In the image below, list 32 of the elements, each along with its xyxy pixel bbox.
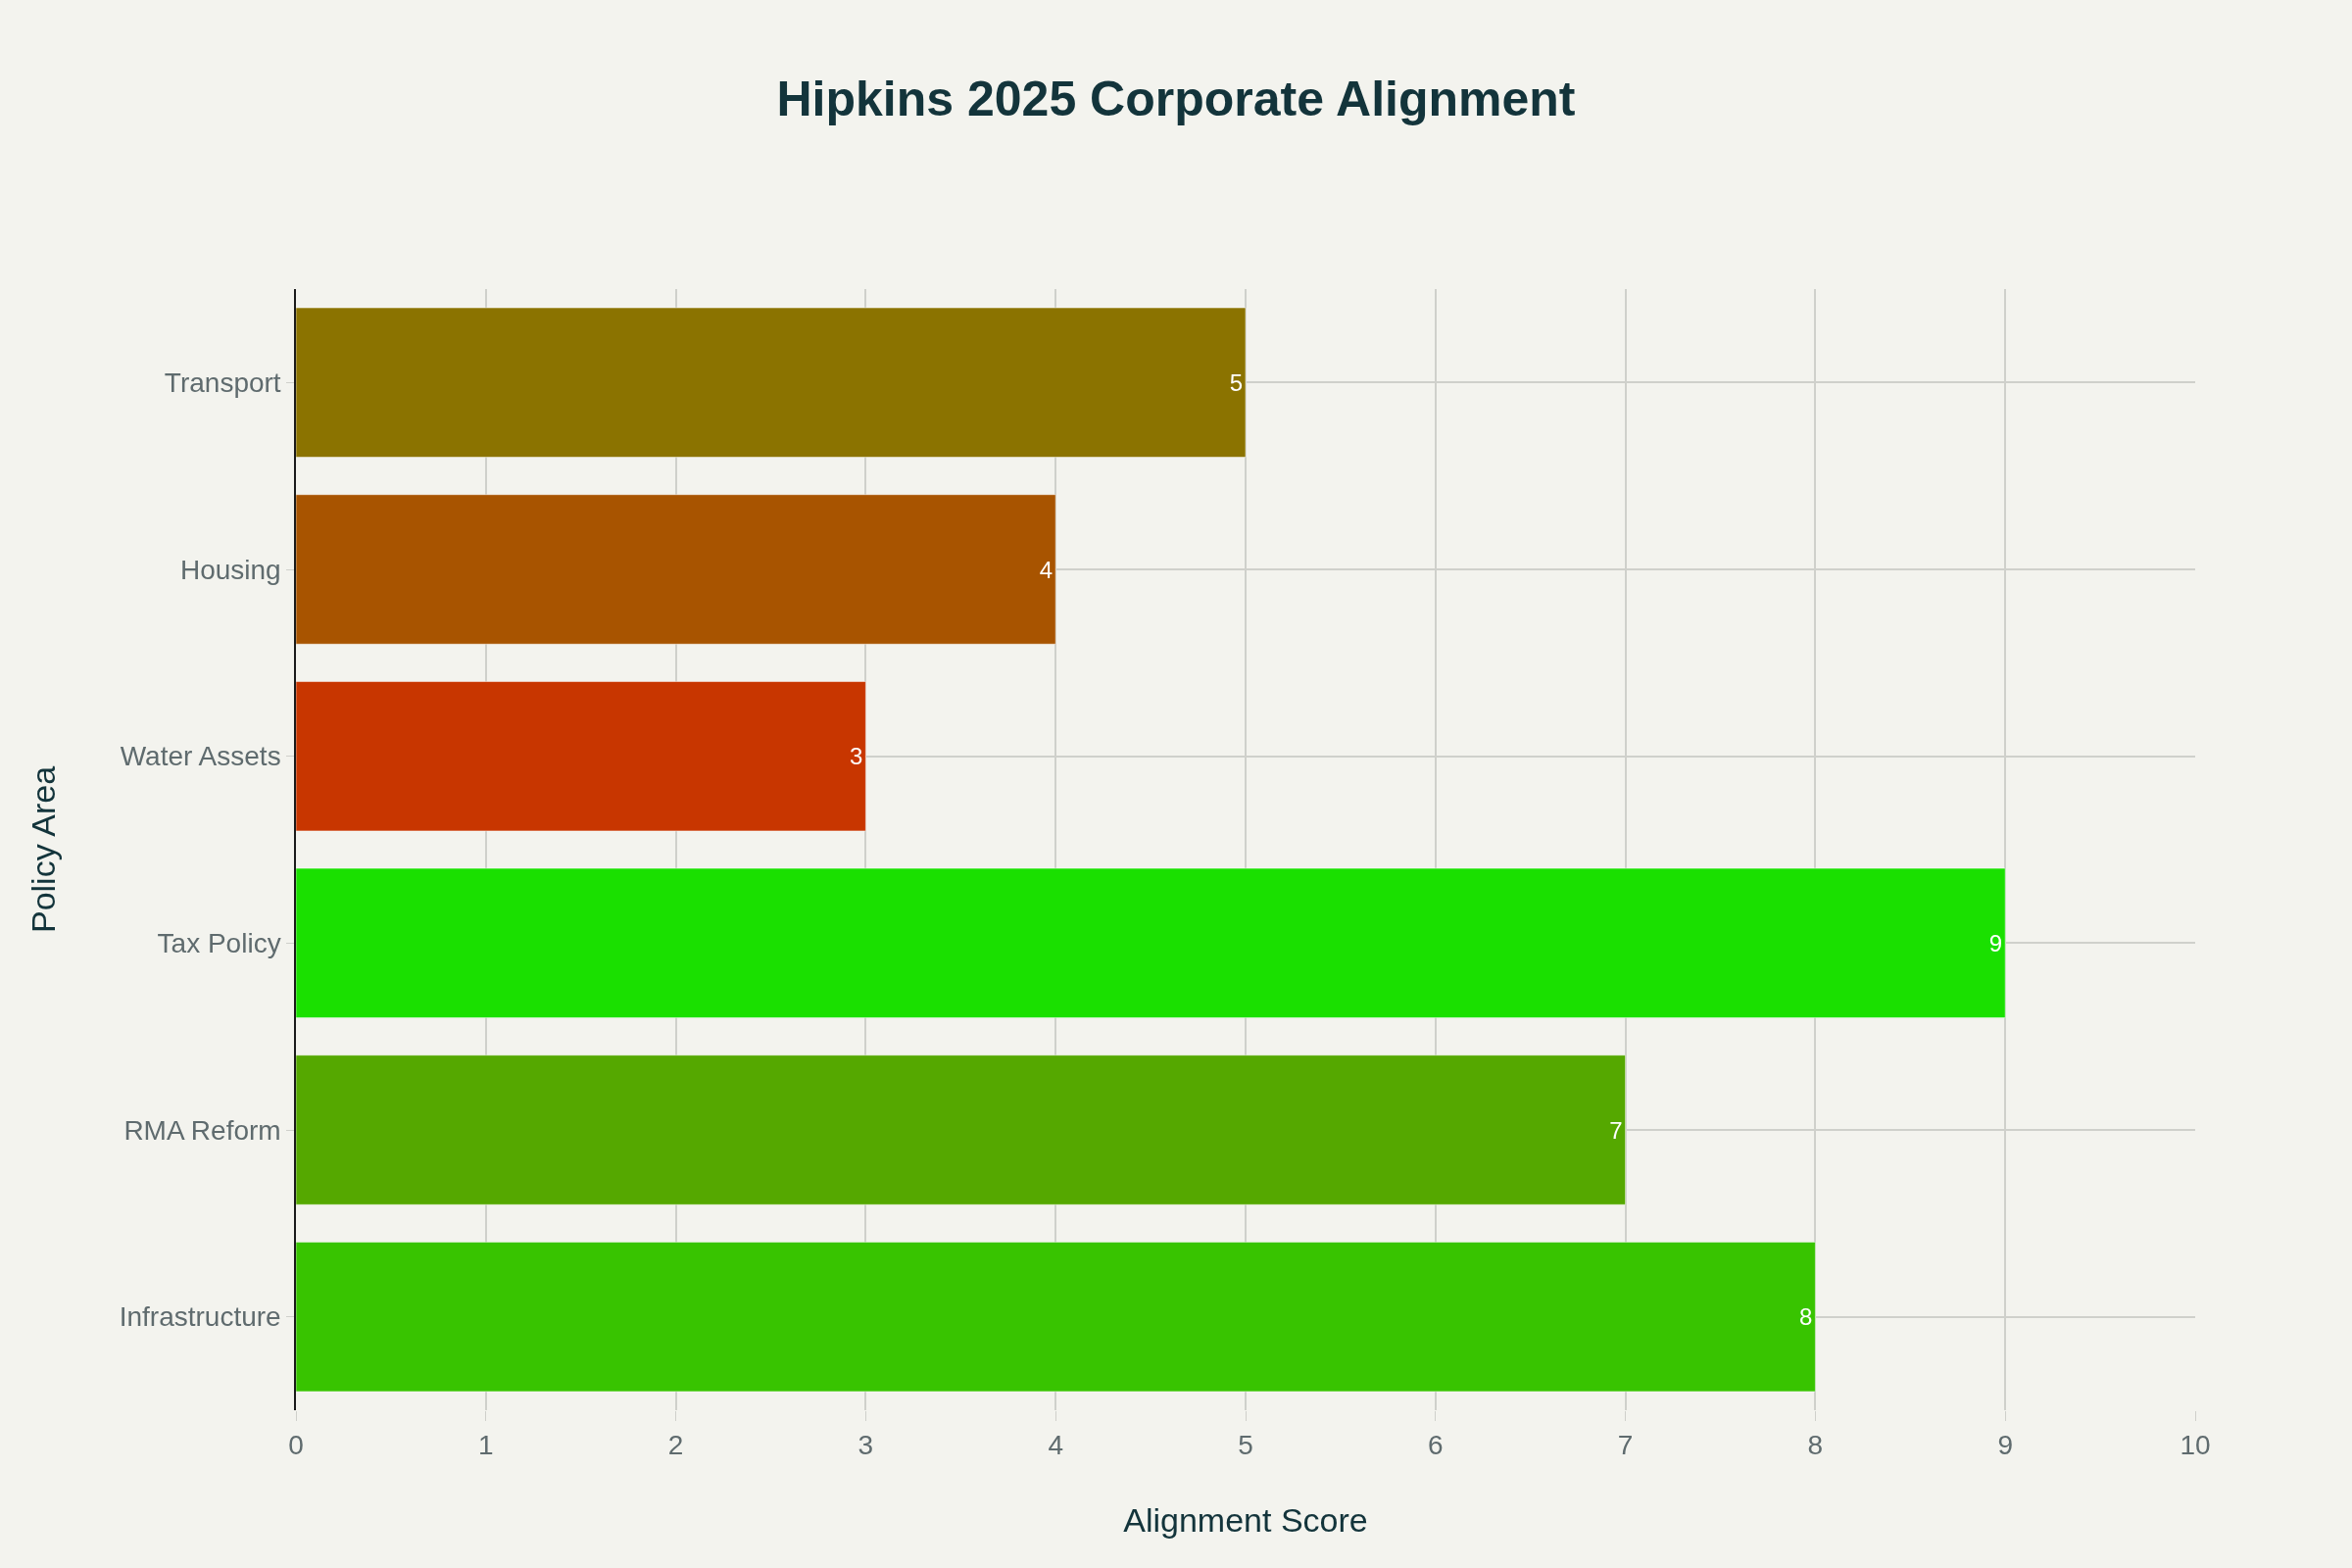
y-tick-label: Housing xyxy=(179,554,281,585)
x-tick-label: 4 xyxy=(1048,1429,1063,1460)
bar xyxy=(296,307,1247,459)
y-tick-label: Water Assets xyxy=(120,741,281,772)
y-tick-label: Tax Policy xyxy=(157,928,281,959)
data-label: 9 xyxy=(1988,929,2003,956)
x-tick-label: 2 xyxy=(667,1429,684,1460)
x-tick-label: 8 xyxy=(1807,1429,1824,1460)
bar xyxy=(296,494,1056,645)
y-tick-label: Infrastructure xyxy=(119,1301,281,1333)
data-label: 3 xyxy=(850,743,863,770)
bar xyxy=(296,867,2006,1019)
data-label: 4 xyxy=(1039,556,1054,583)
x-tick-label: 5 xyxy=(1238,1429,1253,1460)
chart-title: Hipkins 2025 Corporate Alignment xyxy=(776,72,1576,127)
y-tick-label: RMA Reform xyxy=(123,1114,281,1146)
y-axis-title: Policy Area xyxy=(24,765,62,934)
data-label: 5 xyxy=(1229,368,1243,396)
x-tick-label: 3 xyxy=(858,1429,874,1460)
bar xyxy=(296,680,866,832)
bar xyxy=(296,1054,1627,1205)
x-tick-label: 7 xyxy=(1617,1429,1634,1460)
y-tick-label: Transport xyxy=(164,368,281,399)
bar xyxy=(296,1241,1816,1393)
data-label: 8 xyxy=(1799,1303,1813,1331)
x-axis-title: Alignment Score xyxy=(1123,1500,1368,1539)
x-tick-label: 9 xyxy=(1997,1429,2013,1460)
x-tick-label: 10 xyxy=(2180,1429,2211,1460)
x-tick-label: 0 xyxy=(288,1429,304,1460)
data-label: 7 xyxy=(1609,1116,1623,1144)
x-tick-label: 6 xyxy=(1428,1429,1444,1460)
x-tick-label: 1 xyxy=(478,1429,494,1460)
